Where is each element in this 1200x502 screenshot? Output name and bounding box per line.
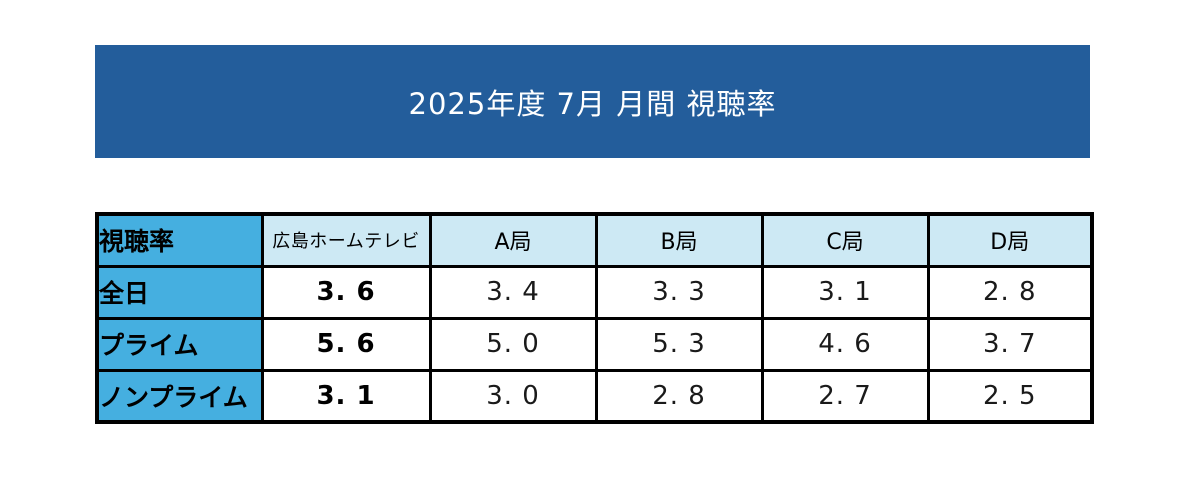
column-header-station-d: D局 — [926, 212, 1094, 268]
rating-cell: 3. 4 — [428, 264, 598, 320]
rating-cell: 5. 3 — [594, 316, 764, 372]
ratings-table: 視聴率 広島ホームテレビ A局 B局 C局 D局 全日 3. 6 3. 4 3.… — [95, 212, 1094, 424]
column-header-station-b: B局 — [594, 212, 764, 268]
rating-cell: 3. 0 — [428, 368, 598, 424]
row-label-non-prime: ノンプライム — [95, 368, 264, 424]
table-row-all-day: 全日 3. 6 3. 4 3. 3 3. 1 2. 8 — [95, 264, 1094, 320]
rating-cell: 2. 7 — [760, 368, 930, 424]
rating-cell: 3. 6 — [260, 264, 432, 320]
table-header-row: 視聴率 広島ホームテレビ A局 B局 C局 D局 — [95, 212, 1094, 268]
title-banner: 2025年度 7月 月間 視聴率 — [95, 45, 1090, 158]
rating-cell: 5. 0 — [428, 316, 598, 372]
row-label-prime: プライム — [95, 316, 264, 372]
column-header-station-a: A局 — [428, 212, 598, 268]
corner-header-ratings: 視聴率 — [95, 212, 264, 268]
rating-cell: 5. 6 — [260, 316, 432, 372]
rating-cell: 3. 1 — [260, 368, 432, 424]
rating-cell: 3. 7 — [926, 316, 1094, 372]
row-label-all-day: 全日 — [95, 264, 264, 320]
table-row-non-prime: ノンプライム 3. 1 3. 0 2. 8 2. 7 2. 5 — [95, 368, 1094, 424]
rating-cell: 4. 6 — [760, 316, 930, 372]
rating-cell: 3. 3 — [594, 264, 764, 320]
rating-cell: 2. 8 — [926, 264, 1094, 320]
page-title: 2025年度 7月 月間 視聴率 — [408, 86, 777, 121]
column-header-station-c: C局 — [760, 212, 930, 268]
column-header-hiroshima-home-tv: 広島ホームテレビ — [260, 212, 432, 268]
rating-cell: 2. 8 — [594, 368, 764, 424]
rating-cell: 3. 1 — [760, 264, 930, 320]
table-row-prime: プライム 5. 6 5. 0 5. 3 4. 6 3. 7 — [95, 316, 1094, 372]
rating-cell: 2. 5 — [926, 368, 1094, 424]
